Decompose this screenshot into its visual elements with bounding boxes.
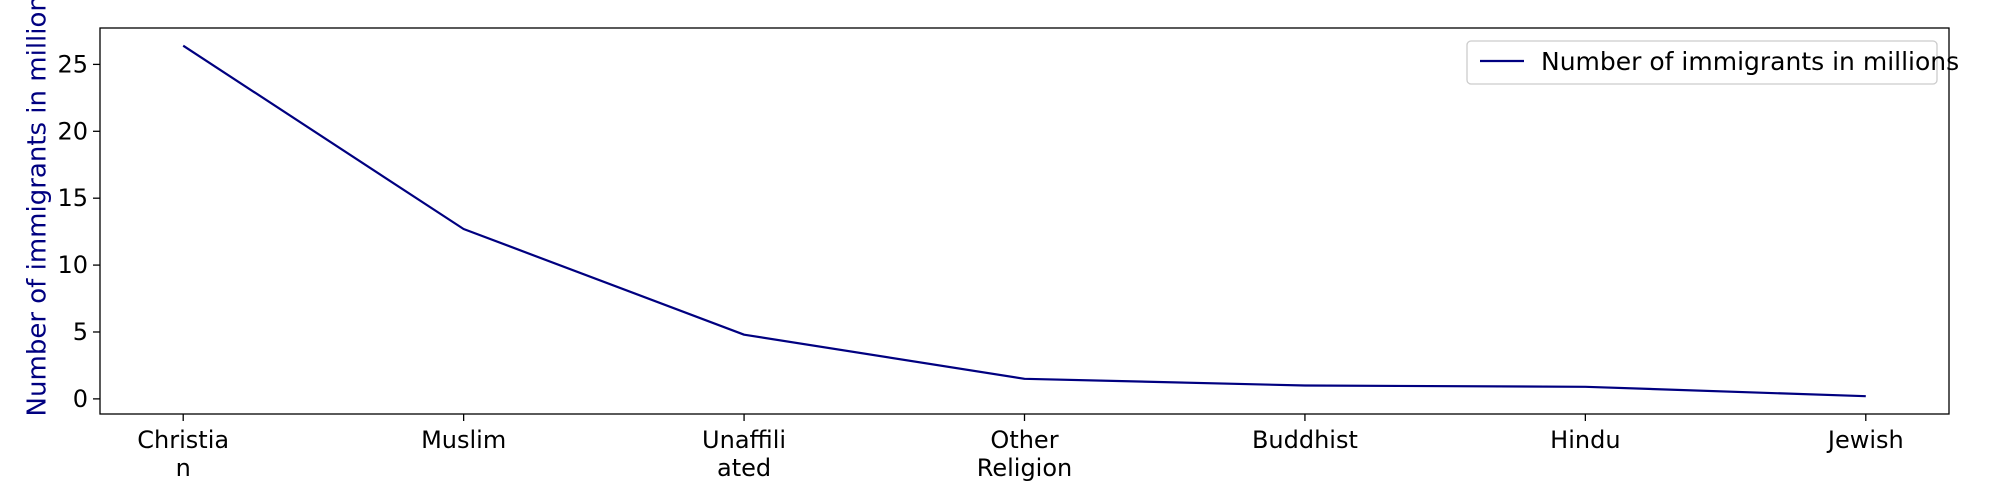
legend: Number of immigrants in millions bbox=[1466, 40, 1959, 85]
y-axis-title: Number of immigrants in millions bbox=[23, 0, 53, 416]
y-tick-label: 25 bbox=[57, 50, 88, 78]
y-tick-label: 10 bbox=[57, 251, 88, 279]
x-tick-label: Jewish bbox=[1826, 426, 1904, 454]
y-axis: 0 5 10 15 20 25 bbox=[57, 50, 100, 413]
y-tick-label: 15 bbox=[57, 184, 88, 212]
y-tick-label: 5 bbox=[73, 318, 88, 346]
x-tick-label: Unaffili ated bbox=[702, 426, 786, 482]
x-axis: Christia n Muslim Unaffili ated Other Religion… bbox=[137, 414, 1904, 482]
x-tick-label: Other Religion bbox=[977, 426, 1073, 482]
x-tick-label: Muslim bbox=[421, 426, 506, 454]
x-tick-label: Christia n bbox=[137, 426, 229, 482]
legend-label: Number of immigrants in millions bbox=[1541, 47, 1959, 76]
y-tick-label: 20 bbox=[57, 117, 88, 145]
plot-frame bbox=[99, 27, 1950, 415]
y-tick-label: 0 bbox=[73, 385, 88, 413]
series-line bbox=[182, 44, 1866, 398]
series-layer bbox=[182, 44, 1866, 398]
x-tick-label: Hindu bbox=[1550, 426, 1620, 454]
legend-box bbox=[1466, 40, 1938, 85]
x-tick-label: Buddhist bbox=[1252, 426, 1358, 454]
